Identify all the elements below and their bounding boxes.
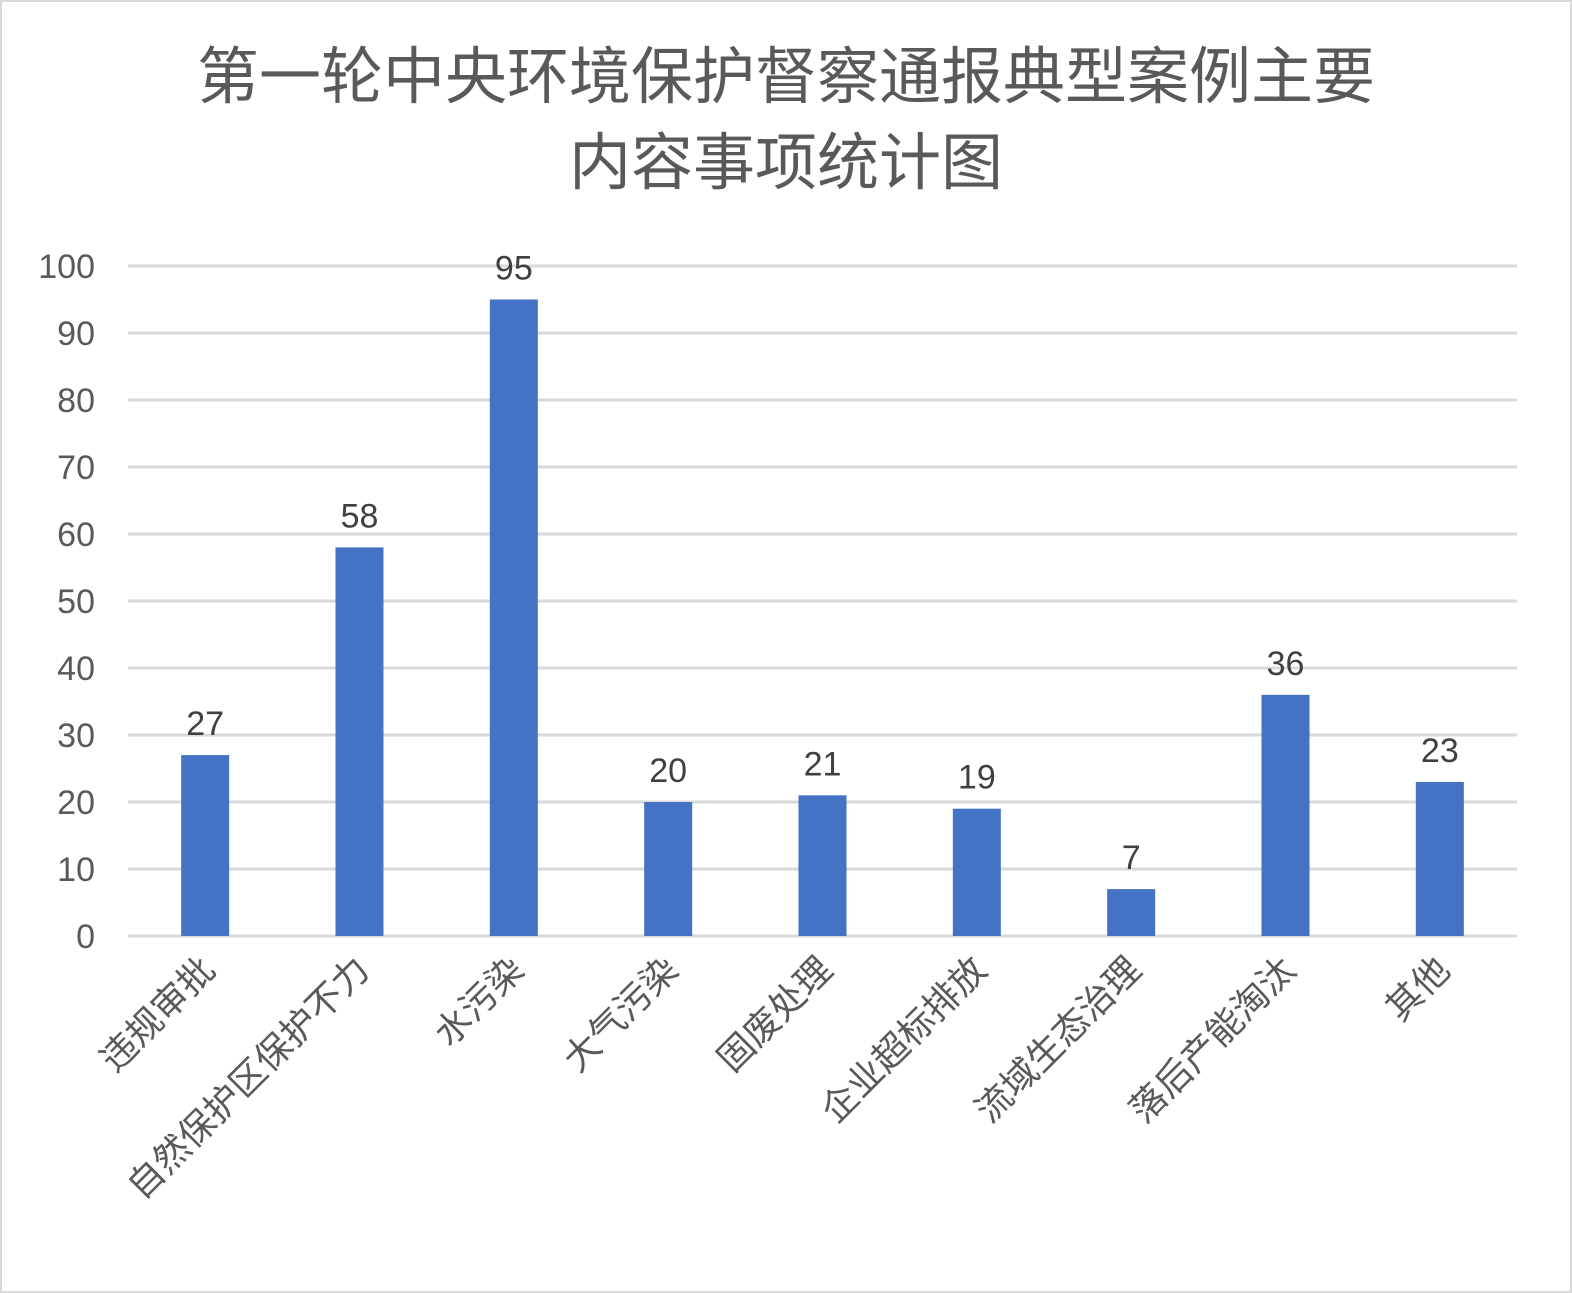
chart-title-line-1: 第一轮中央环境保护督察通报典型案例主要 xyxy=(196,40,1375,113)
category-label-3: 水污染 xyxy=(427,949,532,1054)
bars xyxy=(181,299,1464,936)
bar-8 xyxy=(1261,694,1310,936)
bar-7 xyxy=(1107,889,1156,936)
category-label-1: 违规审批 xyxy=(93,949,224,1080)
category-label-4: 大气污染 xyxy=(556,949,687,1080)
data-label-6: 19 xyxy=(958,759,996,797)
y-tick-label-100: 100 xyxy=(38,248,95,286)
chart-title: 第一轮中央环境保护督察通报典型案例主要 内容事项统计图 xyxy=(0,34,1572,206)
category-label-6: 企业超标排放 xyxy=(813,949,995,1131)
y-tick-label-50: 50 xyxy=(57,583,95,621)
bar-4 xyxy=(644,802,693,936)
bar-2 xyxy=(335,547,384,936)
data-label-4: 20 xyxy=(649,752,687,790)
data-label-2: 58 xyxy=(341,497,379,535)
bar-1 xyxy=(181,755,230,936)
data-label-3: 95 xyxy=(495,250,533,288)
y-tick-label-10: 10 xyxy=(57,851,95,889)
data-label-9: 23 xyxy=(1421,732,1459,770)
y-tick-label-40: 40 xyxy=(57,650,95,688)
y-tick-label-90: 90 xyxy=(57,315,95,353)
bar-6 xyxy=(952,808,1001,936)
category-label-8: 落后产能淘汰 xyxy=(1122,949,1304,1131)
data-labels: 27 58 95 20 21 19 7 36 23 xyxy=(186,250,1458,878)
bar-3 xyxy=(489,299,538,936)
y-tick-label-20: 20 xyxy=(57,784,95,822)
category-label-7: 流域生态治理 xyxy=(968,949,1150,1131)
data-label-1: 27 xyxy=(186,705,224,743)
data-label-7: 7 xyxy=(1122,839,1141,877)
bar-9 xyxy=(1415,781,1464,936)
category-label-5: 固废处理 xyxy=(710,949,841,1080)
data-label-8: 36 xyxy=(1267,645,1305,683)
bar-5 xyxy=(798,795,847,936)
chart-title-line-2: 内容事项统计图 xyxy=(568,126,1003,199)
data-label-5: 21 xyxy=(804,745,842,783)
y-tick-label-30: 30 xyxy=(57,717,95,755)
y-axis-ticks: 0 10 20 30 40 50 60 70 80 90 100 xyxy=(38,248,95,956)
y-tick-label-0: 0 xyxy=(76,918,95,956)
y-tick-label-70: 70 xyxy=(57,449,95,487)
category-label-9: 其他 xyxy=(1378,949,1458,1029)
y-tick-label-60: 60 xyxy=(57,516,95,554)
y-tick-label-80: 80 xyxy=(57,382,95,420)
